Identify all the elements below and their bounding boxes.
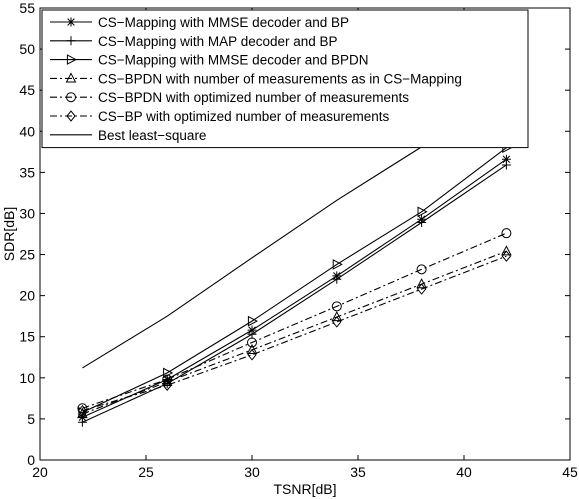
x-tick-label: 30: [244, 464, 260, 480]
triangle-up-marker: [501, 245, 512, 256]
x-tick-label: 40: [456, 464, 472, 480]
series-line: [82, 250, 507, 415]
series-6: [77, 250, 512, 417]
legend-item: CS−BPDN with optimized number of measure…: [50, 90, 409, 105]
y-tick-label: 45: [19, 82, 35, 98]
y-axis-label: SDR[dB]: [1, 207, 17, 261]
y-tick-label: 50: [19, 41, 35, 57]
plus-marker: [247, 329, 257, 339]
diamond-marker: [162, 379, 172, 391]
diamond-marker: [416, 283, 427, 295]
x-tick-label: 45: [562, 464, 578, 480]
series-2: [77, 160, 511, 427]
triangle-up-marker: [331, 310, 343, 322]
legend-item: CS−BPDN with number of measurements as i…: [50, 71, 462, 86]
circle-marker: [331, 301, 342, 312]
legend-label: CS−BPDN with optimized number of measure…: [98, 90, 409, 105]
triangle-right-marker: [247, 315, 259, 327]
diamond-marker: [332, 316, 342, 328]
y-tick-label: 15: [19, 329, 35, 345]
legend-item: CS−BP with optimized number of measureme…: [50, 109, 390, 124]
triangle-right-marker: [332, 259, 343, 270]
legend-item: CS−Mapping with MMSE decoder and BP: [50, 15, 349, 30]
circle-marker: [66, 92, 76, 103]
triangle-right-marker: [66, 54, 78, 65]
plus-marker: [501, 160, 511, 170]
legend-label: CS−BPDN with number of measurements as i…: [98, 71, 462, 86]
x-axis-label: TSNR[dB]: [273, 481, 336, 497]
legend-label: CS−Mapping with MAP decoder and BP: [98, 34, 338, 49]
plus-marker: [332, 274, 342, 284]
y-tick-label: 10: [19, 370, 35, 386]
triangle-up-marker: [246, 343, 258, 354]
y-tick-label: 5: [27, 411, 35, 427]
circle-marker: [162, 374, 173, 385]
axis-ticks: 20 25 30 35 40 45 0 5 10 15 20 25 30 35 40 45 50 55: [19, 0, 578, 480]
triangle-up-marker: [416, 278, 427, 289]
series-line: [82, 147, 507, 413]
y-tick-label: 35: [19, 164, 35, 180]
legend-label: CS−BP with optimized number of measureme…: [98, 109, 390, 124]
y-tick-label: 40: [19, 123, 35, 139]
y-tick-label: 25: [19, 247, 35, 263]
circle-marker: [501, 228, 512, 239]
star-marker: [66, 17, 76, 27]
diamond-marker: [247, 349, 257, 361]
series-5: [77, 228, 512, 414]
series-line: [82, 232, 507, 409]
legend-label: CS−Mapping with MMSE decoder and BPDN: [98, 53, 369, 68]
x-tick-label: 20: [32, 464, 48, 480]
diamond-marker: [501, 250, 512, 262]
legend-box: [41, 9, 529, 149]
diamond-marker: [66, 110, 76, 122]
circle-marker: [416, 264, 427, 275]
triangle-up-marker: [65, 72, 77, 83]
y-tick-label: 55: [19, 0, 35, 16]
series-line: [82, 164, 507, 423]
legend-item: CS−Mapping with MAP decoder and BP: [50, 34, 338, 49]
circle-marker: [247, 337, 257, 348]
diamond-marker: [77, 404, 88, 417]
plus-marker: [77, 417, 87, 427]
series-line: [82, 158, 507, 418]
plus-marker: [66, 36, 76, 46]
legend-label: Best least−square: [98, 128, 206, 143]
circle-marker: [77, 403, 88, 414]
triangle-right-marker: [417, 206, 428, 218]
y-tick-label: 0: [27, 452, 35, 468]
legend-label: CS−Mapping with MMSE decoder and BP: [98, 15, 349, 30]
x-tick-label: 35: [350, 464, 366, 480]
legend-item: CS−Mapping with MMSE decoder and BPDN: [50, 53, 369, 68]
star-marker: [501, 154, 511, 164]
legend: CS−Mapping with MMSE decoder and BP CS−Ma…: [41, 9, 529, 149]
x-tick-label: 25: [138, 464, 154, 480]
triangle-up-marker: [161, 375, 173, 387]
y-tick-label: 20: [19, 288, 35, 304]
y-tick-label: 30: [19, 205, 35, 221]
series-line: [82, 255, 507, 412]
plus-marker: [417, 217, 427, 227]
legend-item: Best least−square: [50, 128, 206, 143]
